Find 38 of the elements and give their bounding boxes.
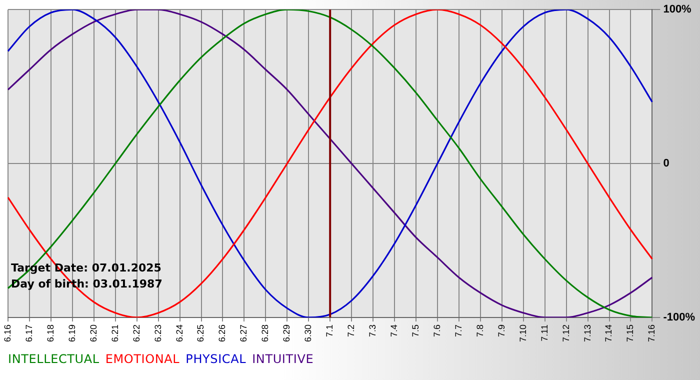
- x-tick-label: 7.8: [474, 324, 485, 337]
- x-tick-label: 7.10: [518, 324, 528, 342]
- x-tick-label: 6.18: [45, 324, 56, 342]
- x-tick-label: 7.1: [324, 324, 335, 337]
- y-tick-label: 0: [663, 158, 670, 170]
- x-tick-label: 7.11: [539, 324, 550, 342]
- x-tick-label: 6.26: [217, 324, 228, 342]
- x-tick-label: 7.9: [496, 324, 506, 337]
- x-tick-label: 7.16: [646, 324, 657, 342]
- x-tick-label: 7.2: [346, 324, 356, 337]
- x-tick-label: 6.30: [303, 324, 314, 342]
- x-tick-label: 6.19: [66, 324, 77, 342]
- x-tick-label: 6.27: [238, 324, 249, 342]
- x-tick-label: 7.4: [389, 324, 400, 337]
- x-tick-label: 7.13: [582, 324, 592, 342]
- x-tick-label: 6.25: [196, 324, 206, 342]
- x-tick-label: 7.7: [453, 324, 464, 337]
- x-tick-label: 6.29: [282, 324, 292, 342]
- text: INTUITIVE: [252, 352, 314, 366]
- x-tick-label: 7.6: [432, 324, 442, 337]
- x-tick-label: 6.24: [174, 324, 184, 342]
- y-tick-label: -100%: [663, 312, 696, 324]
- x-tick-label: 7.14: [604, 324, 614, 342]
- x-tick-label: 7.5: [410, 324, 420, 337]
- x-tick-label: 7.3: [368, 324, 378, 337]
- x-tick-label: 6.22: [131, 324, 142, 342]
- x-tick-label: 6.16: [2, 324, 12, 342]
- text: EMOTIONAL: [105, 352, 180, 366]
- text: INTELLECTUAL: [8, 352, 100, 366]
- x-tick-label: 6.23: [152, 324, 163, 342]
- x-tick-label: 7.12: [560, 324, 571, 342]
- x-tick-label: 6.20: [88, 324, 98, 342]
- text: PHYSICAL: [186, 352, 246, 366]
- x-tick-label: 7.15: [625, 324, 636, 342]
- x-tick-label: 6.28: [260, 324, 270, 342]
- x-tick-label: 6.17: [24, 324, 34, 342]
- x-tick-label: 6.21: [110, 324, 120, 342]
- y-tick-label: 100%: [663, 4, 692, 16]
